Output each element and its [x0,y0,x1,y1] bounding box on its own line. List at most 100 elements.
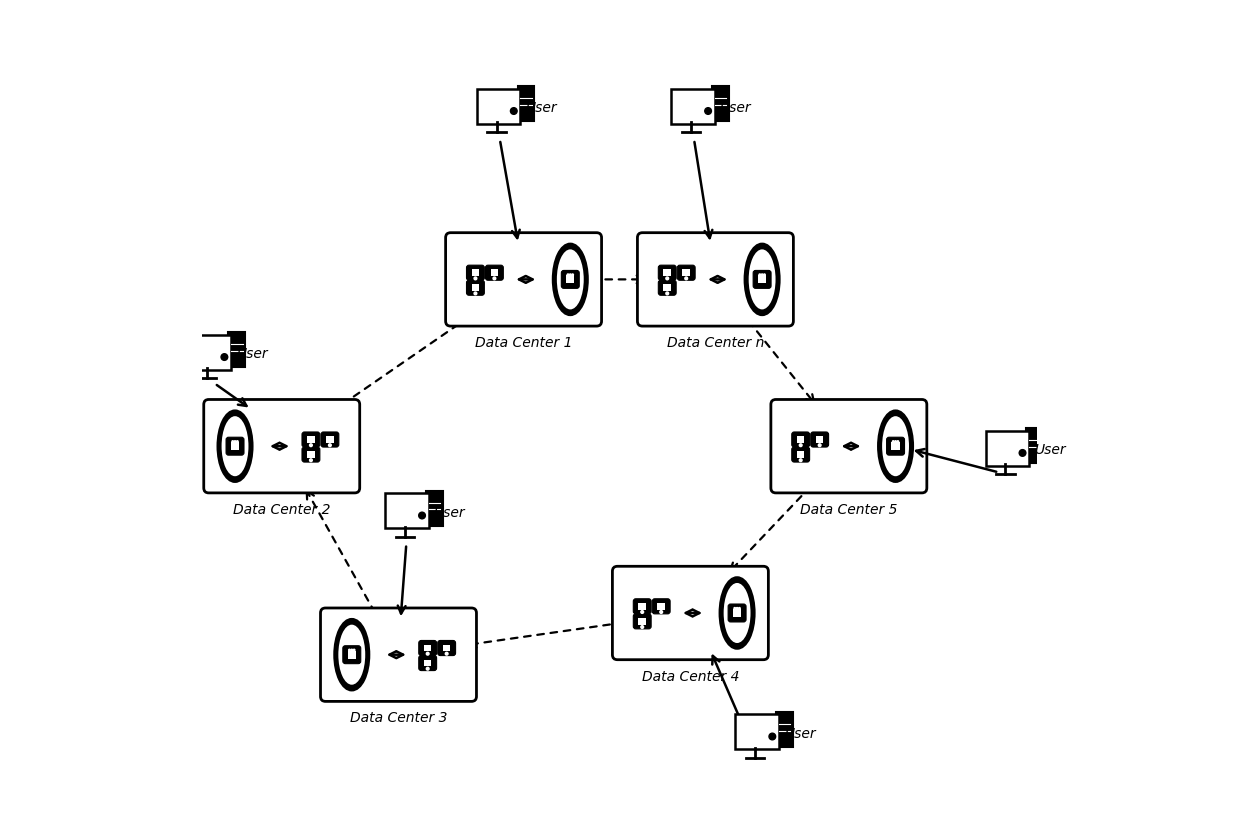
Circle shape [426,652,429,655]
FancyBboxPatch shape [225,437,244,455]
Circle shape [665,292,669,294]
FancyBboxPatch shape [678,265,695,280]
Text: Data Center 4: Data Center 4 [642,670,740,684]
Circle shape [685,277,688,279]
Text: Data Center n: Data Center n [667,336,764,350]
FancyBboxPatch shape [566,275,575,284]
FancyBboxPatch shape [467,280,484,295]
Text: User: User [720,102,751,115]
Text: User: User [1035,444,1066,457]
FancyBboxPatch shape [307,451,315,458]
FancyBboxPatch shape [477,88,520,123]
Circle shape [570,274,571,275]
Circle shape [419,512,425,519]
FancyBboxPatch shape [424,645,431,651]
Ellipse shape [748,249,776,309]
FancyBboxPatch shape [472,284,479,291]
Circle shape [567,274,569,275]
Circle shape [232,440,233,442]
Ellipse shape [335,620,368,690]
Text: User: User [434,506,465,520]
FancyBboxPatch shape [658,280,676,295]
FancyBboxPatch shape [419,656,436,671]
Ellipse shape [724,583,751,643]
FancyBboxPatch shape [467,265,484,280]
Circle shape [234,440,235,442]
Text: Data Center 1: Data Center 1 [475,336,572,350]
FancyBboxPatch shape [753,270,771,289]
Text: Data Center 5: Data Center 5 [800,503,897,517]
FancyBboxPatch shape [797,436,804,443]
FancyBboxPatch shape [343,646,361,664]
Circle shape [221,354,228,360]
FancyBboxPatch shape [321,432,338,447]
Circle shape [799,459,802,461]
Circle shape [897,440,898,442]
FancyBboxPatch shape [658,265,676,280]
Circle shape [351,649,353,651]
FancyBboxPatch shape [663,284,672,291]
FancyBboxPatch shape [652,599,670,614]
Text: User: User [525,102,556,115]
FancyBboxPatch shape [797,451,804,458]
Circle shape [665,277,669,279]
FancyBboxPatch shape [986,430,1030,465]
FancyBboxPatch shape [771,399,927,493]
Circle shape [510,108,517,114]
FancyBboxPatch shape [637,233,793,326]
FancyBboxPatch shape [518,87,534,122]
FancyBboxPatch shape [230,442,239,450]
FancyBboxPatch shape [491,269,498,276]
Circle shape [571,274,574,275]
Circle shape [493,277,496,279]
FancyBboxPatch shape [658,603,665,610]
Ellipse shape [746,244,779,314]
Ellipse shape [222,416,249,476]
FancyBboxPatch shape [203,399,359,493]
Circle shape [761,274,763,275]
Circle shape [348,649,351,651]
Text: Data Center 2: Data Center 2 [233,503,331,517]
FancyBboxPatch shape [638,618,646,625]
FancyBboxPatch shape [442,645,451,651]
Circle shape [760,274,761,275]
Ellipse shape [882,416,909,476]
Circle shape [237,440,238,442]
Ellipse shape [556,249,584,309]
FancyBboxPatch shape [321,608,477,701]
Circle shape [818,444,821,446]
Circle shape [641,610,643,613]
Text: Data Center 3: Data Center 3 [349,711,447,726]
Text: User: User [784,727,815,741]
FancyBboxPatch shape [633,599,652,614]
FancyBboxPatch shape [302,447,320,462]
Circle shape [892,440,895,442]
Circle shape [799,444,802,446]
FancyBboxPatch shape [307,436,315,443]
FancyBboxPatch shape [1026,429,1043,464]
FancyBboxPatch shape [736,714,779,749]
FancyBboxPatch shape [633,614,652,629]
Circle shape [328,444,331,446]
FancyBboxPatch shape [729,604,746,622]
Circle shape [1020,450,1026,456]
FancyBboxPatch shape [424,660,431,666]
FancyBboxPatch shape [302,432,320,447]
Circle shape [310,444,312,446]
FancyBboxPatch shape [638,603,646,610]
Circle shape [475,277,477,279]
FancyBboxPatch shape [426,491,442,526]
FancyBboxPatch shape [348,651,356,659]
Circle shape [733,607,736,609]
Circle shape [763,274,766,275]
Circle shape [641,626,643,628]
FancyBboxPatch shape [672,88,715,123]
FancyBboxPatch shape [758,275,766,284]
FancyBboxPatch shape [446,233,602,326]
FancyBboxPatch shape [385,493,429,528]
Circle shape [769,733,776,740]
FancyBboxPatch shape [892,442,900,450]
FancyBboxPatch shape [683,269,690,276]
FancyBboxPatch shape [792,447,809,462]
Circle shape [475,292,477,294]
